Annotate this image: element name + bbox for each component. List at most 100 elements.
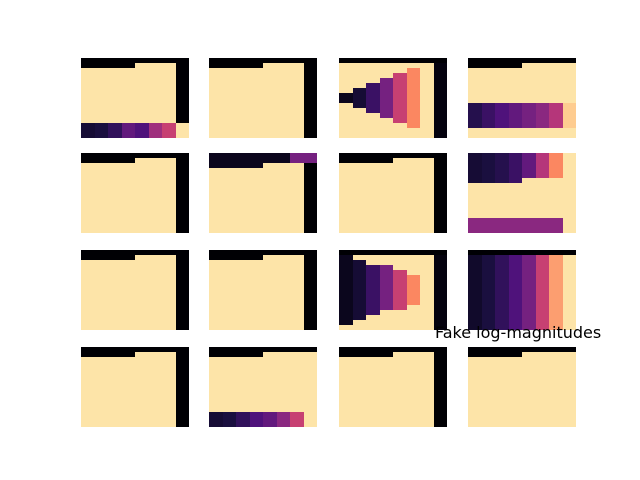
heatmap-cell [162,362,177,368]
heatmap-cell [366,260,381,266]
heatmap-cell [495,270,510,276]
heatmap-cell [481,402,496,408]
heatmap-cell [121,188,136,194]
heatmap-cell [209,183,224,189]
heatmap-cell [433,325,447,330]
heatmap-cell [81,422,96,427]
heatmap-cell [352,133,367,138]
heatmap-cell [549,280,564,286]
heatmap-cell [290,63,305,69]
heatmap-cell [222,397,237,403]
heatmap-cell [379,133,394,138]
heatmap-cell [339,300,354,306]
heatmap-cell [148,98,163,104]
heatmap-cell [236,290,251,296]
heatmap-cell [81,325,96,330]
heatmap-cell [339,153,354,159]
heatmap-cell [406,417,421,423]
heatmap-cell [249,265,264,271]
heatmap-cell [468,113,483,119]
heatmap-cell [290,218,305,224]
heatmap-cell [209,300,224,306]
heatmap-cell [562,218,576,224]
heatmap-cell [406,347,421,353]
heatmap-cell [276,68,291,74]
heatmap-cell [508,78,523,84]
heatmap-cell [249,367,264,373]
heatmap-cell [108,213,123,219]
heatmap-cell [175,285,189,291]
heatmap-cell [222,193,237,199]
heatmap-cell [81,285,96,291]
heatmap-cell [121,153,136,159]
heatmap-cell [249,88,264,94]
heatmap-cell [495,213,510,219]
heatmap-cell [209,352,224,358]
heatmap-cell [263,78,278,84]
heatmap-cell [263,118,278,124]
heatmap-cell [522,153,537,159]
heatmap-cell [249,228,264,233]
heatmap-cell [108,382,123,388]
heatmap-cell [366,193,381,199]
heatmap-cell [549,68,564,74]
heatmap-cell [352,347,367,353]
heatmap-cell [236,392,251,398]
heatmap-cell [222,68,237,74]
heatmap-cell [121,83,136,89]
heatmap-cell [468,280,483,286]
heatmap-cell [522,168,537,174]
heatmap-cell [366,113,381,119]
heatmap-cell [522,218,537,224]
heatmap-cell [481,382,496,388]
heatmap-cell [236,133,251,138]
heatmap-cell [162,158,177,164]
heatmap-cell [468,93,483,99]
heatmap-cell [148,422,163,427]
heatmap-cell [393,320,408,326]
heatmap-cell [236,305,251,311]
heatmap-cell [209,153,224,159]
heatmap-cell [108,397,123,403]
heatmap-cell [236,407,251,413]
heatmap-cell [249,417,264,423]
heatmap-cell [148,305,163,311]
heatmap-cell [549,83,564,89]
heatmap-cell [481,88,496,94]
heatmap-cell [290,223,305,229]
heatmap-cell [468,68,483,74]
heatmap-cell [135,158,150,164]
heatmap-panel [339,153,447,233]
heatmap-cell [508,402,523,408]
heatmap-cell [121,168,136,174]
heatmap-cell [249,382,264,388]
heatmap-cell [379,93,394,99]
heatmap-panel [81,153,189,233]
heatmap-cell [162,250,177,256]
heatmap-cell [108,68,123,74]
heatmap-cell [468,260,483,266]
heatmap-cell [263,68,278,74]
heatmap-cell [290,178,305,184]
heatmap-cell [339,88,354,94]
heatmap-cell [249,305,264,311]
heatmap-cell [236,397,251,403]
heatmap-cell [549,58,564,64]
heatmap-cell [162,173,177,179]
heatmap-cell [339,168,354,174]
heatmap-cell [393,178,408,184]
heatmap-cell [236,83,251,89]
heatmap-cell [121,183,136,189]
heatmap-cell [303,118,317,124]
heatmap-cell [121,270,136,276]
heatmap-cell [94,402,109,408]
heatmap-cell [433,280,447,286]
heatmap-cell [352,128,367,134]
heatmap-cell [508,255,523,261]
heatmap-cell [379,402,394,408]
heatmap-cell [209,412,224,418]
heatmap-cell [379,300,394,306]
heatmap-cell [352,218,367,224]
heatmap-cell [366,88,381,94]
heatmap-cell [352,173,367,179]
